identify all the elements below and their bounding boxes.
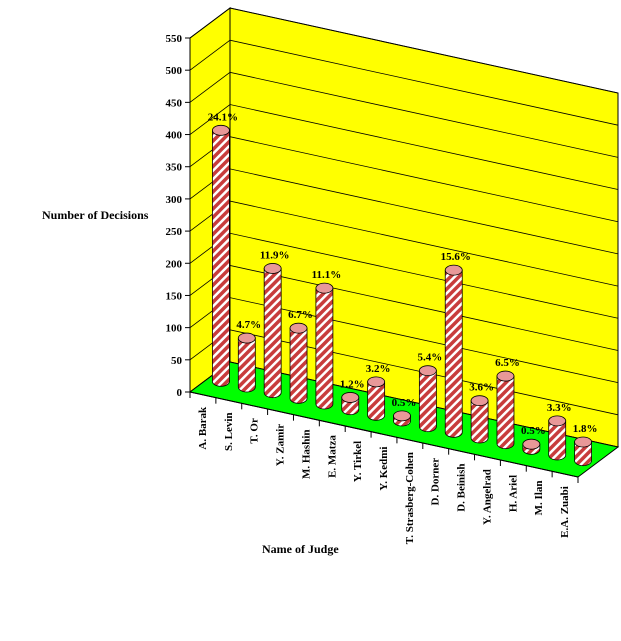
- bar: [418, 365, 437, 433]
- bar-top: [522, 438, 541, 450]
- bar: [444, 264, 463, 438]
- bar: [574, 436, 592, 467]
- gridline: [189, 104, 619, 190]
- data-label: 4.7%: [236, 319, 261, 331]
- gridline: [189, 265, 619, 351]
- gridline: [189, 7, 619, 94]
- y-tick-label: 150: [166, 290, 183, 302]
- category-label: Y. Zamir: [275, 424, 287, 466]
- y-axis-label: Number of Decisions: [42, 208, 149, 222]
- bar: [522, 438, 541, 455]
- bar: [393, 410, 411, 427]
- category-label: S. Levin: [223, 413, 235, 452]
- bar: [315, 282, 334, 410]
- bar-body: [496, 375, 515, 450]
- data-label: 6.5%: [495, 357, 520, 369]
- bar-body: [367, 381, 386, 421]
- bar: [263, 263, 282, 399]
- y-tick-label: 0: [177, 387, 183, 399]
- bar-top: [496, 370, 515, 382]
- gridline: [189, 329, 619, 416]
- bar-top: [367, 376, 386, 388]
- category-label: E. Matza: [326, 435, 338, 478]
- category-label: T. Strasberg-Cohen: [404, 452, 416, 544]
- bar-top: [315, 282, 334, 294]
- bar-body: [470, 400, 489, 444]
- category-label: M. Ilan: [533, 481, 545, 516]
- category-label: D. Dorner: [430, 458, 442, 506]
- bar-top: [548, 415, 567, 427]
- category-label: T. Or: [249, 418, 261, 444]
- bar-top: [470, 395, 489, 407]
- bar: [548, 415, 567, 461]
- gridline: [189, 39, 619, 126]
- bar: [212, 124, 230, 387]
- data-label: 24.1%: [208, 111, 238, 123]
- data-label: 11.1%: [312, 269, 342, 281]
- category-label: A. Barak: [197, 406, 209, 450]
- bar-body: [574, 441, 592, 467]
- category-label: Y. Angelrad: [481, 469, 493, 525]
- bar: [341, 392, 360, 416]
- gridline: [189, 71, 619, 158]
- category-label: M. Hashin: [300, 430, 312, 480]
- data-label: 3.2%: [366, 363, 391, 375]
- bar-top: [263, 263, 282, 274]
- data-label: 0.5%: [521, 425, 546, 437]
- category-label: H. Ariel: [507, 475, 519, 512]
- y-tick-label: 400: [166, 130, 183, 142]
- bar: [237, 332, 256, 393]
- category-label: Y. Tirkel: [352, 441, 364, 482]
- bar-top: [341, 392, 360, 403]
- bar-body: [315, 287, 334, 410]
- bar-body: [444, 269, 463, 438]
- bar-body: [418, 370, 437, 433]
- data-label: 15.6%: [441, 251, 471, 263]
- bar-top: [393, 410, 411, 422]
- y-tick-label: 450: [166, 97, 183, 109]
- category-label: E.A. Zuabi: [559, 486, 571, 538]
- gridline: [189, 136, 619, 223]
- y-tick-label: 550: [166, 33, 183, 45]
- gridline: [189, 200, 619, 287]
- y-tick-label: 50: [171, 355, 183, 367]
- data-label: 1.2%: [340, 378, 365, 390]
- bar-body: [289, 327, 308, 404]
- y-tick-label: 100: [166, 323, 183, 335]
- bar: [289, 322, 308, 404]
- bar: [496, 370, 515, 450]
- bar-body: [212, 129, 230, 387]
- y-tick-label: 300: [166, 194, 183, 206]
- bar: [470, 395, 489, 444]
- data-label: 0.5%: [392, 397, 417, 409]
- bar-body: [263, 268, 282, 399]
- bar-body: [237, 337, 256, 393]
- y-tick-label: 250: [166, 226, 183, 238]
- gridline: [189, 297, 619, 384]
- bar-top: [418, 365, 437, 377]
- bar-top: [289, 322, 308, 334]
- data-label: 11.9%: [260, 249, 290, 261]
- bar-body: [548, 420, 567, 461]
- x-axis-line: [189, 391, 579, 478]
- data-label: 3.6%: [469, 382, 494, 394]
- y-tick-label: 200: [166, 258, 183, 270]
- gridline: [189, 168, 619, 255]
- bar-top: [212, 124, 230, 136]
- data-label: 6.7%: [288, 309, 313, 321]
- y-tick-label: 350: [166, 162, 183, 174]
- x-axis-label: Name of Judge: [262, 542, 339, 556]
- data-label: 3.3%: [547, 402, 572, 414]
- data-label: 5.4%: [417, 352, 442, 364]
- bar-top: [444, 264, 463, 276]
- y-tick-label: 500: [166, 65, 183, 77]
- bar-top: [237, 332, 256, 344]
- gridline: [189, 232, 619, 319]
- category-label: D. Beinish: [456, 464, 468, 512]
- data-label: 1.8%: [573, 423, 598, 435]
- bar: [367, 376, 386, 421]
- bar-top: [574, 436, 592, 448]
- category-label: Y. Kedmi: [378, 447, 390, 491]
